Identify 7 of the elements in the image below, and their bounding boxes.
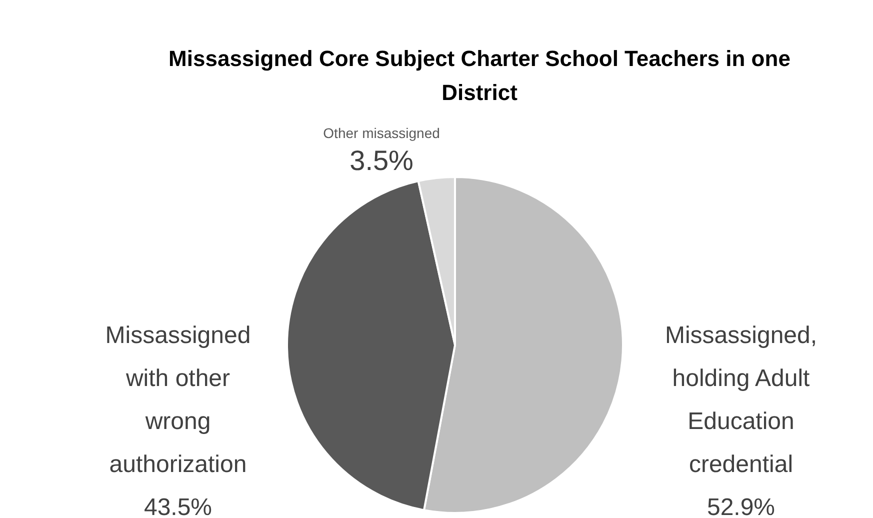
chart-title: Missassigned Core Subject Charter School Teachers in one District (168, 46, 790, 105)
slice-label: Missassigned with other wrong authorization (105, 322, 251, 478)
data-label: 52.9% (706, 494, 776, 518)
data-label: 43.5% (144, 494, 212, 518)
slice-label: Other misassigned (323, 125, 440, 141)
slice-label: Missassigned, holding Adult Education credential (664, 322, 818, 478)
data-label: 3.5% (350, 145, 414, 176)
